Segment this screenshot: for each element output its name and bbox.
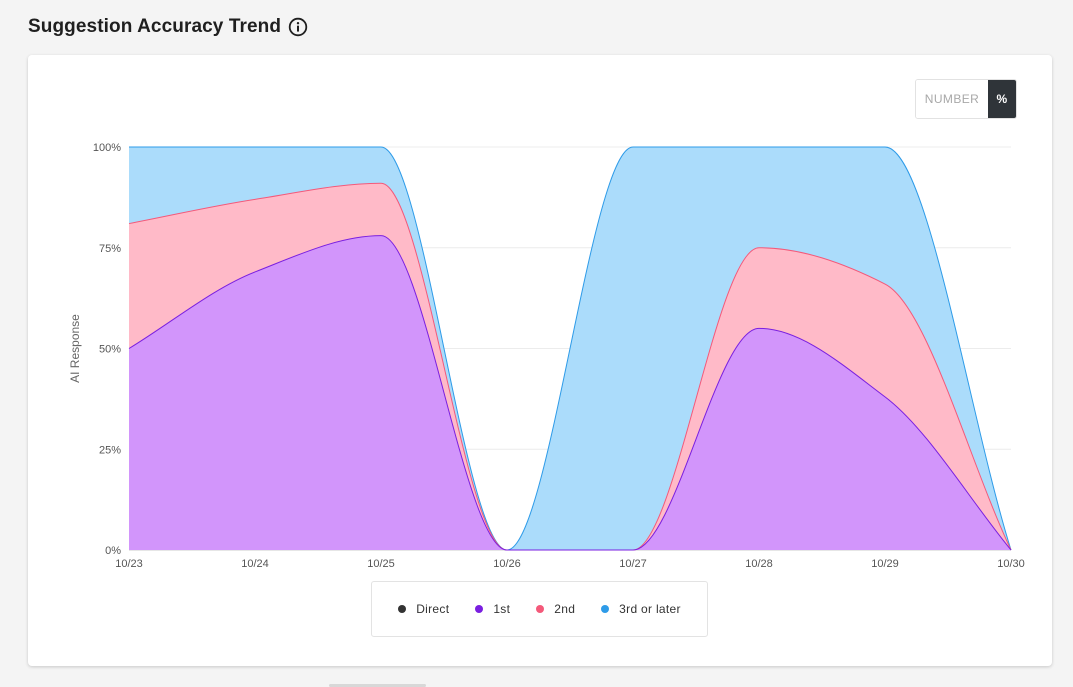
x-tick-label: 10/30 — [997, 558, 1025, 570]
x-tick-label: 10/23 — [115, 558, 143, 570]
x-tick-label: 10/28 — [745, 558, 773, 570]
y-tick-label: 75% — [99, 243, 121, 255]
chart-card: NUMBER % 0% 25% 50% 75% 100% 10/23 10/24 10/25 1… — [28, 55, 1052, 666]
area-1st — [129, 235, 1011, 550]
scroll-indicator — [329, 684, 426, 687]
legend-dot-3rd-or-later — [601, 605, 610, 613]
x-tick-label: 10/29 — [871, 558, 899, 570]
line-3rd-or-later — [129, 146, 1012, 551]
legend-label-3rd-or-later: 3rd or later — [619, 602, 681, 616]
y-axis-title: AI Response — [68, 314, 82, 383]
y-tick-label: 0% — [105, 545, 121, 557]
x-tick-label: 10/26 — [493, 558, 521, 570]
info-icon[interactable] — [288, 17, 308, 37]
legend-item-2nd[interactable]: 2nd — [536, 602, 575, 616]
chart-legend: Direct 1st 2nd 3rd or later — [371, 581, 708, 637]
legend-dot-1st — [475, 605, 484, 613]
percent-toggle-button[interactable]: % — [988, 80, 1016, 118]
x-tick-label: 10/25 — [367, 558, 395, 570]
legend-label-2nd: 2nd — [554, 602, 576, 616]
line-1st — [128, 235, 1012, 551]
legend-dot-2nd — [536, 605, 545, 613]
legend-label-1st: 1st — [493, 602, 511, 616]
x-tick-label: 10/24 — [241, 558, 269, 570]
y-tick-label: 100% — [93, 142, 121, 154]
y-tick-label: 25% — [99, 444, 121, 456]
legend-item-1st[interactable]: 1st — [475, 602, 510, 616]
legend-item-3rd-or-later[interactable]: 3rd or later — [601, 602, 681, 616]
legend-dot-direct — [398, 605, 407, 613]
number-toggle-button[interactable]: NUMBER — [916, 80, 988, 118]
chart-header: Suggestion Accuracy Trend — [28, 13, 308, 41]
legend-label-direct: Direct — [416, 602, 450, 616]
area-chart: 0% 25% 50% 75% 100% 10/23 10/24 10/25 10/26 10/27… — [68, 142, 1025, 570]
legend-item-direct[interactable]: Direct — [398, 602, 449, 616]
page-title: Suggestion Accuracy Trend — [28, 16, 282, 37]
unit-toggle: NUMBER % — [915, 79, 1017, 119]
y-tick-label: 50% — [99, 344, 121, 356]
x-tick-label: 10/27 — [619, 558, 647, 570]
